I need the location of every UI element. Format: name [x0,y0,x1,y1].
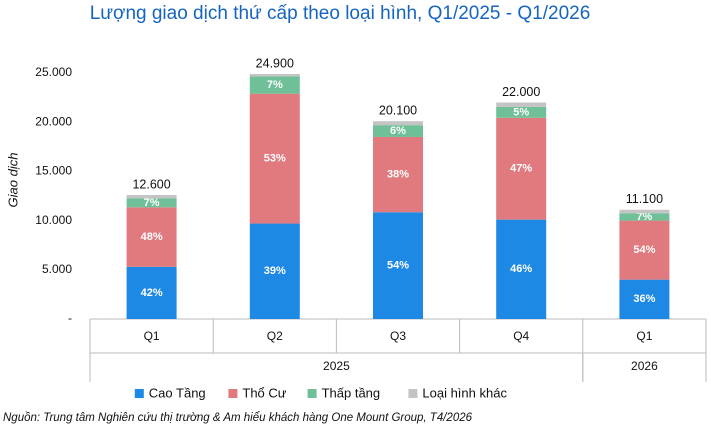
x-tick-label: Q1 [144,329,160,343]
bar-segment [373,121,423,126]
bar-segment [126,198,177,208]
segment-label: 38% [387,169,409,181]
chart-title: Lượng giao dịch thứ cấp theo loại hình, … [90,3,591,24]
bar-segment [619,213,670,221]
segment-label: 42% [141,287,163,299]
segment-label: 7% [144,197,160,209]
legend-swatch [408,389,418,398]
segment-label: 48% [141,231,163,243]
bar-segment [249,76,300,94]
legend-label: Loại hình khác [422,385,507,400]
total-label: 12.600 [132,177,170,191]
total-label: 11.100 [626,192,663,206]
bar-segment [249,93,300,224]
bar-segment [249,223,300,319]
x-tick-label: Q4 [513,329,529,343]
bar-segment [373,136,423,213]
legend-swatch [307,389,317,398]
segment-label: 54% [633,244,655,256]
segment-label: 7% [267,79,283,91]
segment-label: 36% [633,293,655,305]
bar-segment [496,219,547,319]
segment-label: 5% [513,106,529,118]
x-tick-label: Q3 [390,329,406,343]
segment-label: 7% [636,211,652,223]
segment-label: 6% [390,125,406,137]
x-tick-label: Q2 [267,329,283,343]
bar-segment [619,209,670,214]
bar-segment [373,212,423,319]
y-tick-label: 5.000 [42,262,72,276]
total-label: 22.000 [502,85,540,99]
y-tick-label: - [68,311,72,325]
total-label: 20.100 [379,104,417,118]
legend-swatch [228,389,238,398]
y-tick-label: 10.000 [35,213,72,227]
y-tick-label: 25.000 [35,65,72,79]
group-label: 2026 [631,359,658,373]
segment-label: 47% [510,163,532,175]
bar-segment [496,106,547,118]
segment-label: 53% [264,153,286,165]
legend-swatch [134,389,144,398]
segment-label: 39% [264,265,286,277]
bar-segment [619,279,670,319]
total-label: 24.900 [256,56,294,70]
segment-label: 54% [387,260,409,272]
y-tick-label: 20.000 [35,114,72,128]
x-tick-label: Q1 [636,329,652,343]
bar-segment [373,125,423,137]
bar-segment [249,73,300,77]
group-label: 2025 [323,359,350,373]
source-note: Nguồn: Trung tâm Nghiên cứu thị trường &… [3,412,473,424]
legend-label: Thổ Cư [242,385,286,400]
bar-segment [496,102,547,107]
y-tick-label: 15.000 [35,164,72,178]
bar-segment [126,266,177,319]
legend-label: Thấp tầng [322,385,381,400]
bar-segment [126,207,177,267]
bar-segment [496,117,547,220]
segment-label: 46% [510,263,532,275]
bar-segment [126,195,177,199]
legend-label: Cao Tầng [149,385,206,400]
y-axis-label: Giao dịch [5,153,20,208]
bar-segment [619,220,670,280]
